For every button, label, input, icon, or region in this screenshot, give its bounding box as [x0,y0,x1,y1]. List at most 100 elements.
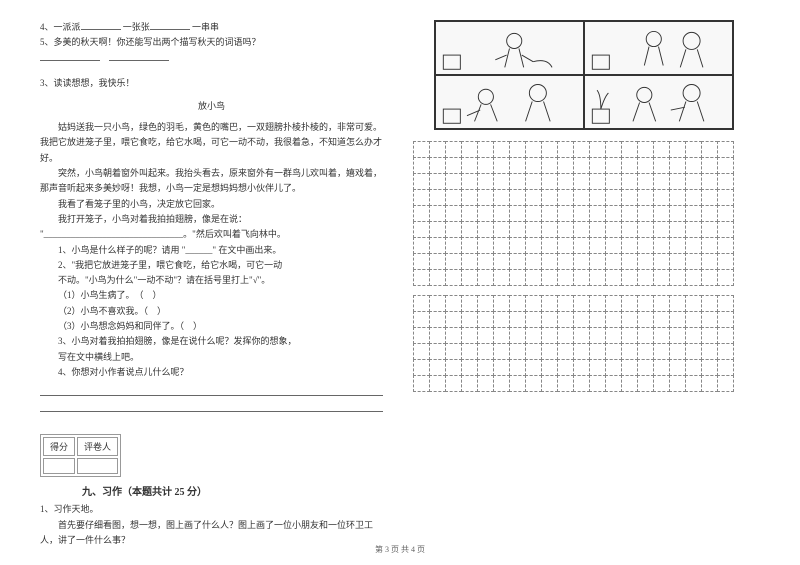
grid-cell [637,359,654,376]
grid-cell [637,173,654,190]
grid-cell [541,173,558,190]
grid-cell [541,343,558,360]
grid-cell [669,269,686,286]
grid-cell [685,269,702,286]
grid-cell [413,359,430,376]
grid-cell [621,327,638,344]
grid-cell [701,141,718,158]
sq2b: 不动。"小鸟为什么"一动不动"？请在括号里打上"√"。 [40,273,383,288]
grid-cell [429,253,446,270]
grid-cell [717,189,734,206]
sq1: 1、小鸟是什么样子的呢？请用 "______" 在文中画出来。 [40,243,383,258]
grid-cell [621,173,638,190]
grid-cell [493,327,510,344]
grid-cell [445,205,462,222]
grid-cell [445,157,462,174]
grid-cell [589,327,606,344]
grid-row [414,206,754,222]
grid-cell [573,189,590,206]
grid-cell [573,221,590,238]
grid-cell [493,173,510,190]
writing-grid-2 [414,296,754,392]
grid-cell [669,173,686,190]
grid-cell [573,343,590,360]
answer-line [40,384,383,396]
grid-cell [621,141,638,158]
grid-cell [557,205,574,222]
grid-cell [605,295,622,312]
grid-row [414,296,754,312]
grid-cell [525,253,542,270]
comic-cell-3 [435,75,584,129]
grid-cell [605,359,622,376]
grid-cell [541,295,558,312]
grid-cell [509,189,526,206]
grid-row [414,328,754,344]
grid-cell [493,253,510,270]
story-p4b: "_______________________________。"然后欢叫着飞… [40,227,383,242]
q4-mid1: 一张张 [123,22,150,32]
left-column: 4、一派派 一张张 一串串 5、多美的秋天啊！你还能写出两个描写秋天的词语吗？ … [0,0,395,565]
grid-cell [509,253,526,270]
grid-cell [669,141,686,158]
grid-cell [573,359,590,376]
writing-grid-1 [414,142,754,286]
grid-cell [445,295,462,312]
grid-cell [637,269,654,286]
grid-cell [621,189,638,206]
grid-cell [509,173,526,190]
grid-cell [669,237,686,254]
grid-cell [669,327,686,344]
grid-cell [685,343,702,360]
grid-cell [717,311,734,328]
grid-cell [701,295,718,312]
grid-cell [509,359,526,376]
grid-cell [493,221,510,238]
xz1: 1、习作天地。 [40,502,383,517]
opt3: （3）小鸟想念妈妈和同伴了。（ ） [40,319,383,334]
story-p1: 姑妈送我一只小鸟，绿色的羽毛，黄色的嘴巴，一双翅膀扑棱扑棱的，非常可爱。我把它放… [40,120,383,166]
grid-cell [621,157,638,174]
grid-cell [573,237,590,254]
opt2: （2）小鸟不喜欢我。（ ） [40,304,383,319]
grid-cell [525,269,542,286]
grid-cell [653,295,670,312]
grid-cell [605,375,622,392]
grid-cell [589,237,606,254]
grid-cell [589,189,606,206]
grid-row [414,254,754,270]
grid-cell [445,375,462,392]
grid-cell [541,311,558,328]
grid-cell [429,173,446,190]
grid-cell [477,327,494,344]
grid-row [414,344,754,360]
grid-cell [525,359,542,376]
grid-cell [525,205,542,222]
sq4: 4、你想对小作者说点儿什么呢？ [40,365,383,380]
grid-row [414,142,754,158]
grid-cell [525,375,542,392]
grid-cell [605,173,622,190]
grid-cell [685,327,702,344]
grid-cell [541,253,558,270]
grid-cell [557,221,574,238]
grid-cell [669,157,686,174]
grid-cell [493,359,510,376]
q4-line: 4、一派派 一张张 一串串 [40,20,383,35]
grid-cell [669,311,686,328]
comic-cell-2 [584,21,733,75]
grid-cell [653,221,670,238]
grid-cell [589,157,606,174]
grid-cell [605,189,622,206]
grid-cell [589,205,606,222]
grid-cell [605,157,622,174]
grid-cell [685,375,702,392]
grid-cell [701,237,718,254]
grid-cell [637,327,654,344]
grid-cell [413,221,430,238]
sq2a: 2、"我把它放进笼子里，喂它食吃，给它水喝，可它一动 [40,258,383,273]
grid-cell [413,269,430,286]
grid-cell [701,173,718,190]
grid-cell [685,253,702,270]
grid-cell [477,253,494,270]
